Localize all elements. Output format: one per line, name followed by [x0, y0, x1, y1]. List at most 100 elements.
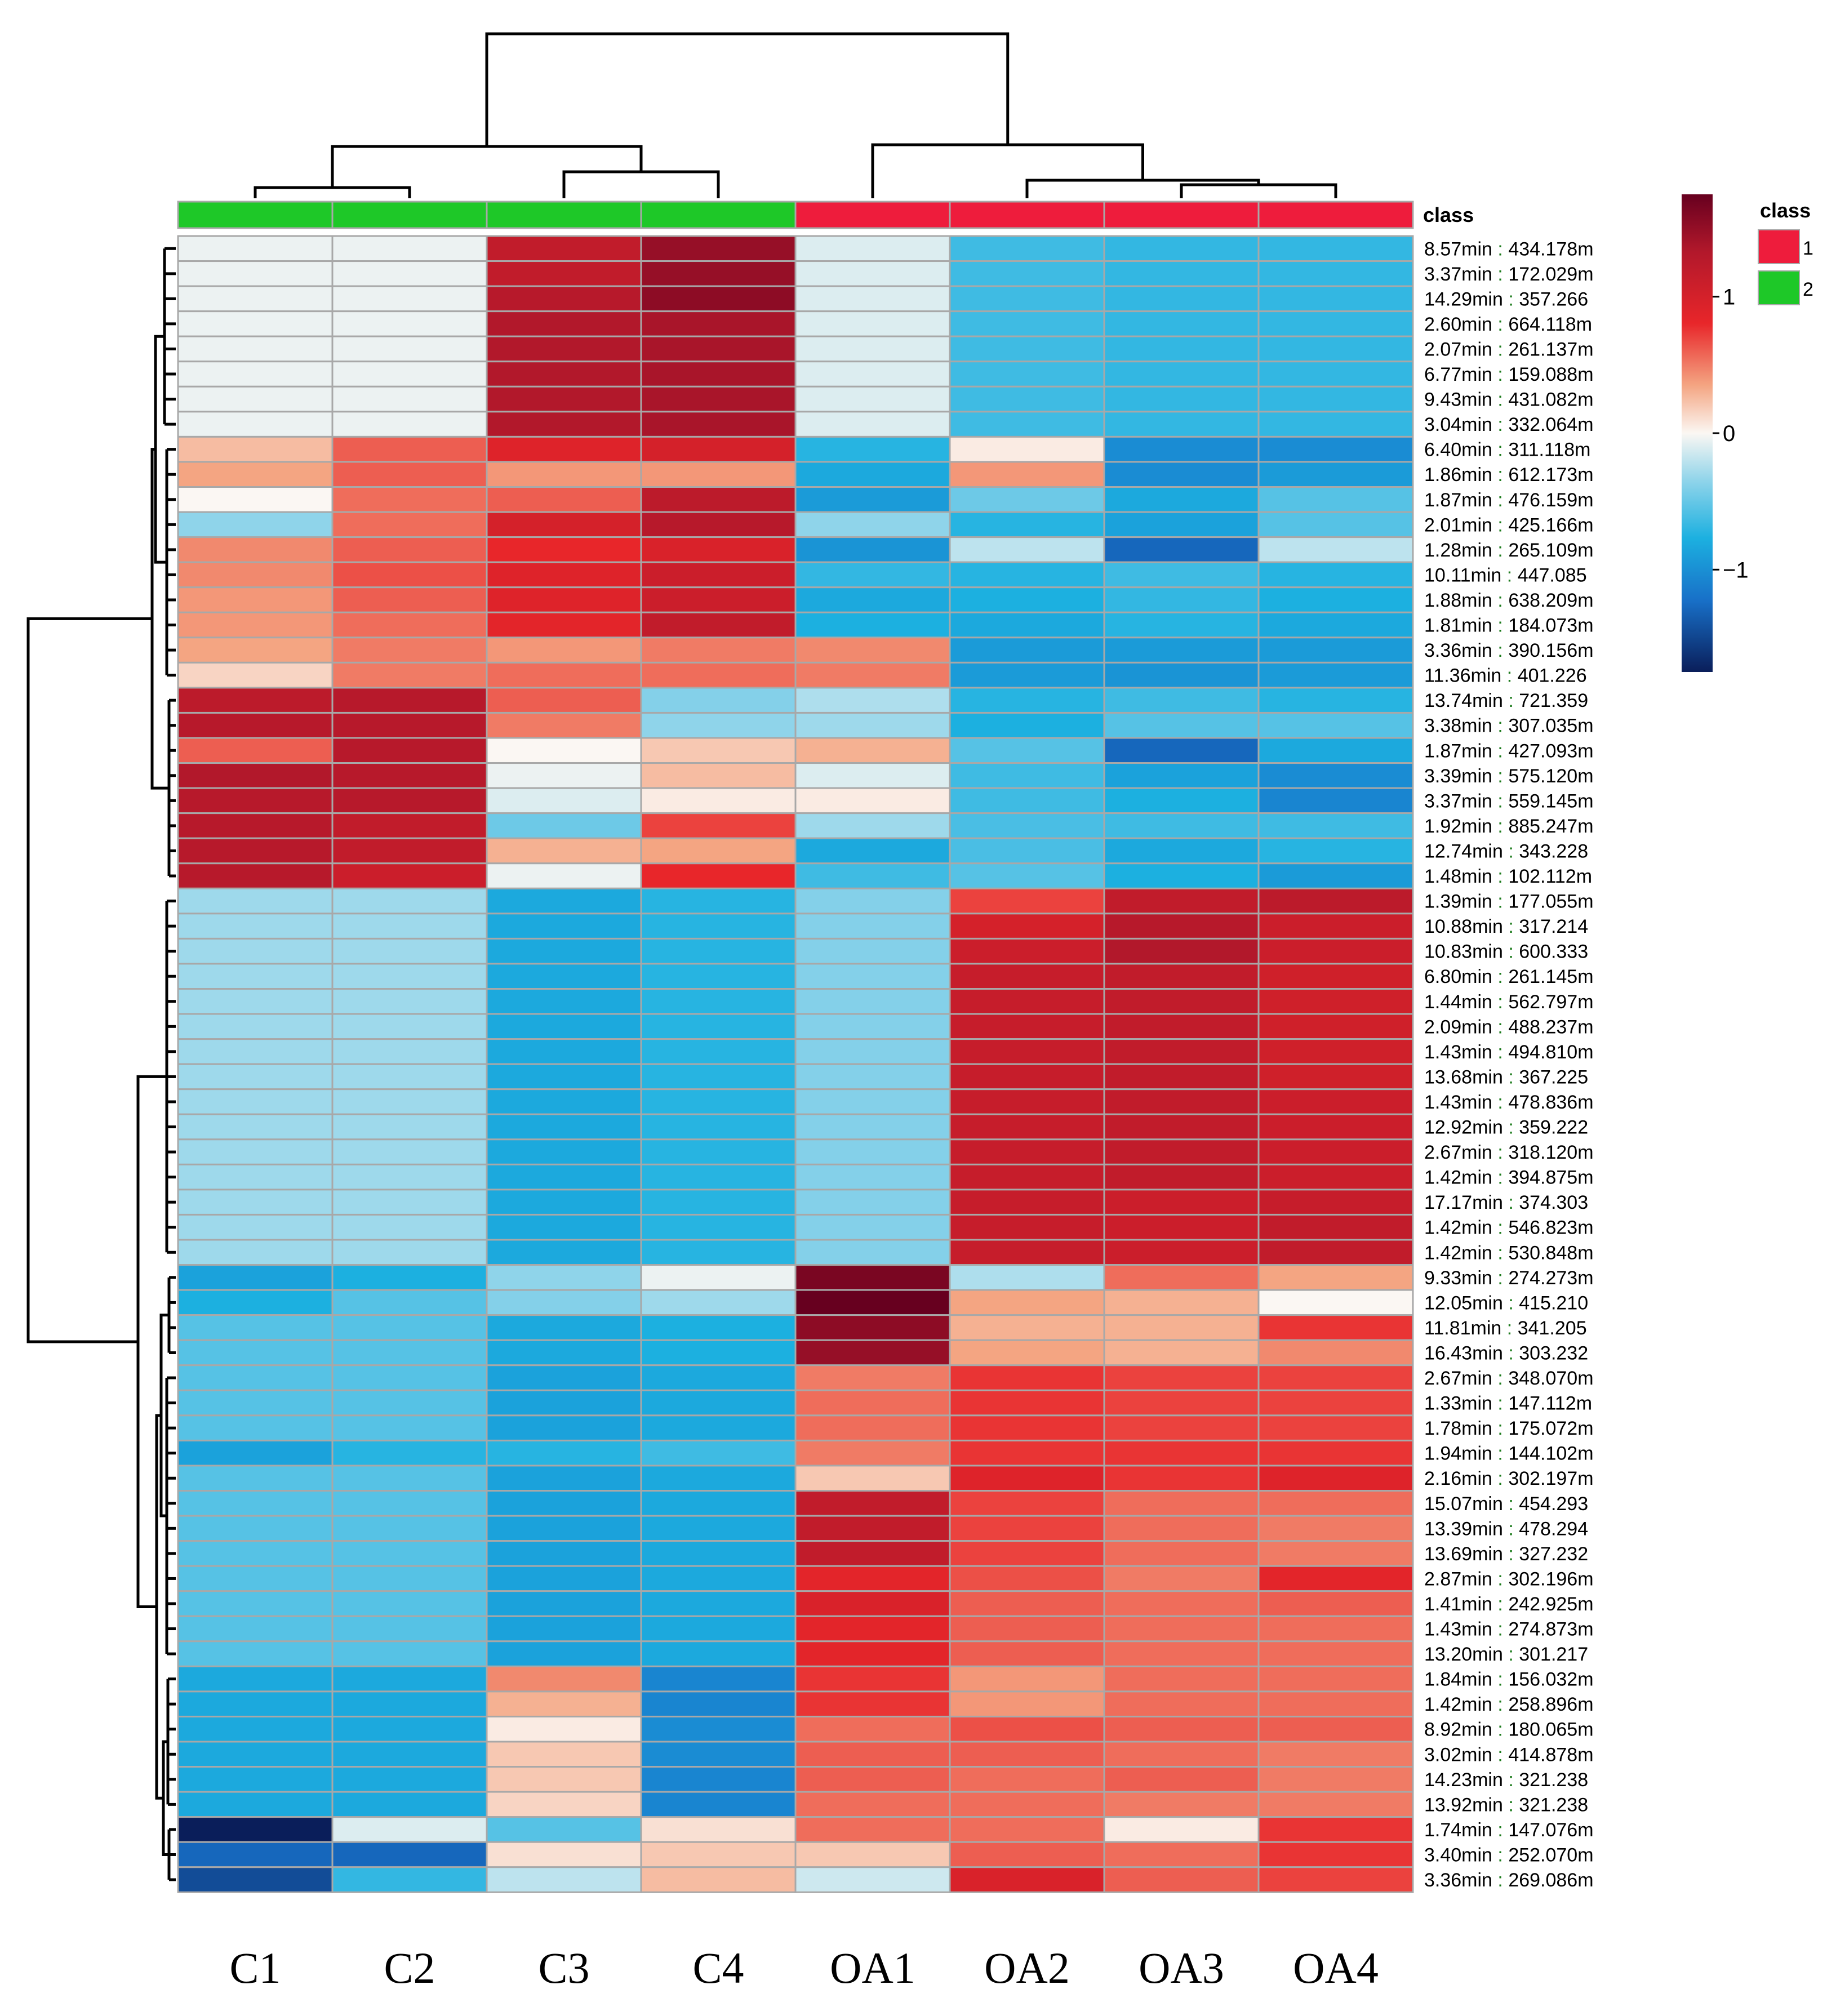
- heatmap-cell: [794, 1690, 951, 1717]
- heatmap-cell: [486, 1615, 642, 1643]
- heatmap-cell: [486, 988, 642, 1015]
- row-label: 13.20min : 301.217: [1424, 1644, 1588, 1665]
- row-label: 8.57min : 434.178m: [1424, 238, 1594, 260]
- column-label: C3: [538, 1943, 589, 1992]
- heatmap-cell: [640, 711, 797, 739]
- heatmap-cell: [949, 235, 1105, 262]
- heatmap-cell: [794, 1515, 951, 1542]
- row-label: 14.29min : 357.266: [1424, 288, 1588, 310]
- heatmap-cell: [949, 1565, 1105, 1592]
- heatmap-cell: [794, 988, 951, 1015]
- heatmap-cell: [486, 913, 642, 940]
- row-label: 12.92min : 359.222: [1424, 1117, 1588, 1138]
- heatmap-cell: [1257, 1113, 1414, 1141]
- heatmap-cell: [177, 637, 334, 664]
- heatmap-cell: [177, 1841, 334, 1868]
- heatmap-cell: [949, 285, 1105, 313]
- heatmap-cell: [1103, 586, 1260, 613]
- heatmap-cell: [331, 1565, 488, 1592]
- heatmap-cell: [486, 1540, 642, 1567]
- heatmap-cell: [794, 385, 951, 413]
- heatmap-cell: [331, 637, 488, 664]
- heatmap-cell: [486, 461, 642, 488]
- heatmap-cell: [331, 310, 488, 337]
- heatmap-cell: [331, 536, 488, 563]
- heatmap-cell: [949, 1213, 1105, 1241]
- heatmap-cell: [486, 235, 642, 262]
- heatmap-cell: [331, 411, 488, 438]
- heatmap-cell: [1103, 1339, 1260, 1367]
- heatmap-cell: [794, 913, 951, 940]
- heatmap-cell: [949, 1414, 1105, 1441]
- heatmap-cell: [1257, 1264, 1414, 1291]
- heatmap-cell: [949, 385, 1105, 413]
- heatmap-cell: [331, 1364, 488, 1391]
- heatmap-cell: [640, 1540, 797, 1567]
- heatmap-cell: [486, 586, 642, 613]
- heatmap-cell: [177, 862, 334, 889]
- heatmap-cell: [1103, 335, 1260, 363]
- heatmap-cell: [1103, 787, 1260, 815]
- heatmap-cell: [640, 1715, 797, 1743]
- heatmap-cell: [794, 1314, 951, 1341]
- heatmap-cell: [1257, 1690, 1414, 1717]
- legend-swatch: [1758, 270, 1800, 305]
- heatmap-cell: [1257, 1013, 1414, 1040]
- heatmap-cell: [1103, 1515, 1260, 1542]
- heatmap-cell: [640, 737, 797, 764]
- heatmap-cell: [1257, 1439, 1414, 1467]
- heatmap-cell: [177, 1364, 334, 1391]
- heatmap-cell: [640, 586, 797, 613]
- heatmap-cell: [1257, 661, 1414, 689]
- heatmap-cell: [640, 837, 797, 865]
- heatmap-cell: [1103, 411, 1260, 438]
- row-label: 1.39min : 177.055m: [1424, 891, 1594, 913]
- row-label: 14.23min : 321.238: [1424, 1769, 1588, 1791]
- heatmap-cell: [1103, 1439, 1260, 1467]
- heatmap-cell: [331, 486, 488, 513]
- heatmap-cell: [794, 1013, 951, 1040]
- row-label: 2.67min : 348.070m: [1424, 1368, 1594, 1389]
- heatmap-cell: [949, 1640, 1105, 1667]
- heatmap-cell: [949, 637, 1105, 664]
- heatmap-cell: [794, 1389, 951, 1417]
- heatmap-cell: [331, 887, 488, 915]
- heatmap-cell: [486, 285, 642, 313]
- heatmap-cell: [1103, 887, 1260, 915]
- heatmap-cell: [794, 335, 951, 363]
- heatmap-cell: [794, 1264, 951, 1291]
- heatmap-cell: [794, 661, 951, 689]
- heatmap-cell: [1257, 435, 1414, 463]
- heatmap-cell: [486, 737, 642, 764]
- heatmap-cell: [949, 561, 1105, 589]
- heatmap-cell: [177, 687, 334, 714]
- heatmap-cell: [177, 1715, 334, 1743]
- heatmap-cell: [1257, 737, 1414, 764]
- heatmap-cell: [949, 1439, 1105, 1467]
- heatmap-cell: [794, 1640, 951, 1667]
- heatmap-cell: [794, 1816, 951, 1843]
- heatmap-cell: [486, 1364, 642, 1391]
- heatmap-cell: [794, 1113, 951, 1141]
- row-label: 2.09min : 488.237m: [1424, 1016, 1594, 1038]
- row-label: 13.68min : 367.225: [1424, 1066, 1588, 1088]
- heatmap-cell: [177, 435, 334, 463]
- heatmap-cell: [177, 486, 334, 513]
- heatmap-cell: [1257, 711, 1414, 739]
- heatmap-cell: [331, 1189, 488, 1216]
- heatmap-cell: [177, 235, 334, 262]
- heatmap-cell: [794, 1213, 951, 1241]
- heatmap-cell: [640, 435, 797, 463]
- heatmap-cell: [794, 787, 951, 815]
- heatmap-cell: [1257, 1038, 1414, 1065]
- row-label: 12.74min : 343.228: [1424, 840, 1588, 862]
- heatmap-cell: [794, 361, 951, 388]
- column-label: OA4: [1293, 1943, 1379, 1992]
- heatmap-cell: [486, 1189, 642, 1216]
- heatmap-cell: [640, 1465, 797, 1492]
- heatmap-cell: [331, 1766, 488, 1793]
- heatmap-cell: [1257, 361, 1414, 388]
- heatmap-cell: [640, 1791, 797, 1818]
- heatmap-cell: [794, 1163, 951, 1191]
- heatmap-cell: [640, 787, 797, 815]
